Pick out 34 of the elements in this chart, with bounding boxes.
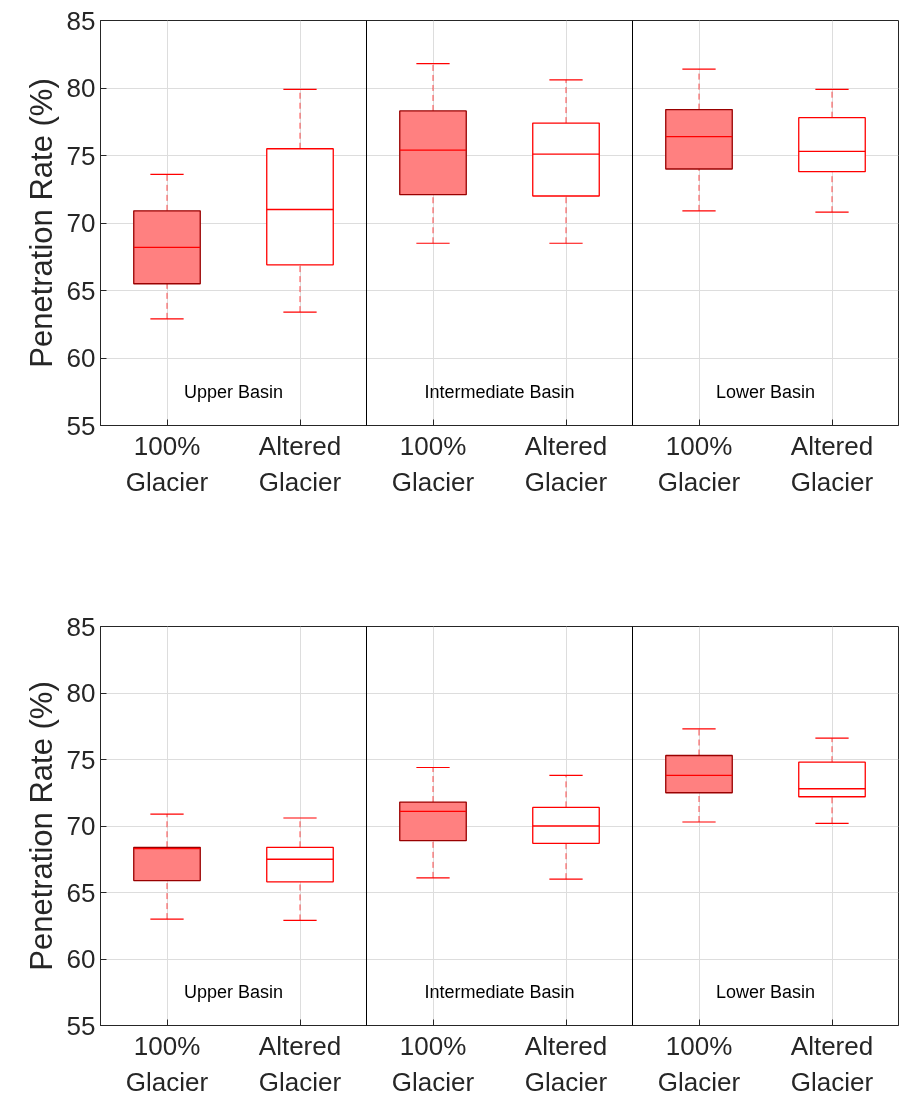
y-tick-label: 75 — [66, 744, 96, 775]
y-tick-label: 75 — [66, 140, 96, 171]
x-tick-label: 100% Glacier — [657, 430, 741, 497]
y-tick-label: 65 — [66, 275, 96, 306]
x-tick-label: Altered Glacier — [524, 1030, 608, 1097]
y-tick-label: 85 — [66, 5, 96, 36]
y-tick-label: 70 — [66, 208, 96, 238]
x-tick-label: 100% Glacier — [657, 1030, 741, 1097]
y-tick-label: 55 — [66, 1010, 96, 1041]
y-axis-title: Penetration Rate (%) — [23, 78, 59, 368]
y-tick-label: 70 — [66, 811, 96, 841]
x-tick-label: Altered Glacier — [258, 430, 342, 497]
annotation: Lower Basin — [715, 381, 816, 402]
x-tick-label: 100% Glacier — [391, 1030, 475, 1097]
annotation: Intermediate Basin — [424, 381, 575, 402]
x-tick-label: Altered Glacier — [790, 1030, 874, 1097]
annotation: Upper Basin — [183, 381, 284, 402]
x-tick-label: 100% Glacier — [125, 1030, 209, 1097]
x-tick-label: Altered Glacier — [524, 430, 608, 497]
y-tick-label: 80 — [66, 678, 96, 708]
annotation: Lower Basin — [715, 981, 816, 1002]
x-tick-label: 100% Glacier — [391, 430, 475, 497]
annotation: Intermediate Basin — [424, 981, 575, 1002]
y-tick-label: 65 — [66, 877, 96, 908]
y-tick-label: 80 — [66, 73, 96, 103]
y-tick-label: 60 — [66, 944, 96, 974]
annotation: Upper Basin — [183, 981, 284, 1002]
y-axis-title: Penetration Rate (%) — [23, 681, 59, 971]
y-tick-label: 55 — [66, 410, 96, 441]
x-tick-label: Altered Glacier — [258, 1030, 342, 1097]
x-tick-label: Altered Glacier — [790, 430, 874, 497]
y-tick-label: 85 — [66, 611, 96, 642]
x-tick-label: 100% Glacier — [125, 430, 209, 497]
y-tick-label: 60 — [66, 343, 96, 373]
